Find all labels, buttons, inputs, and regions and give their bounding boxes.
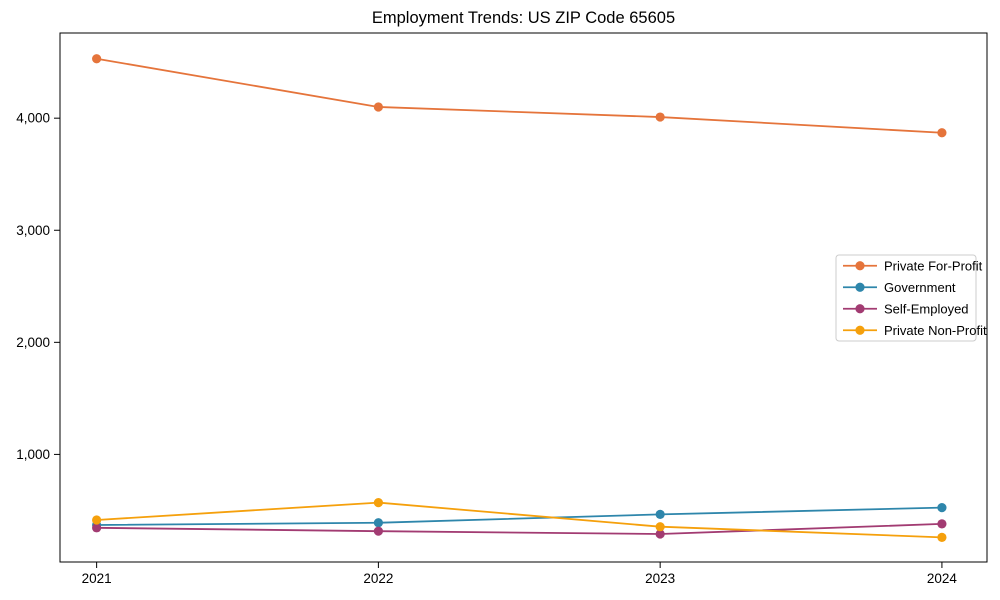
x-axis-tick-label: 2021 — [82, 571, 112, 586]
data-point-private-non-profit — [373, 497, 383, 508]
data-point-private-non-profit — [937, 532, 947, 542]
legend-label-government: Government — [884, 280, 956, 295]
data-point-private-for-profit — [655, 112, 665, 122]
x-axis-tick-label: 2024 — [927, 571, 958, 586]
data-point-self-employed — [92, 523, 102, 533]
series-line-private-for-profit — [96, 57, 942, 134]
series-line-government — [96, 506, 942, 526]
data-point-government — [373, 518, 383, 528]
legend-entry-self-employed: Self-Employed — [843, 301, 969, 316]
y-axis-tick-label: 1,000 — [16, 447, 50, 462]
data-point-private-non-profit — [655, 522, 665, 532]
x-axis-tick-label: 2023 — [645, 571, 675, 586]
y-axis-tick-label: 4,000 — [16, 111, 50, 126]
series-line-self-employed — [96, 522, 942, 535]
y-axis-tick-label: 2,000 — [16, 335, 50, 350]
legend-marker-private-for-profit — [855, 261, 865, 271]
data-point-government — [937, 503, 947, 513]
data-point-private-for-profit — [92, 54, 102, 64]
x-axis-tick-label: 2022 — [363, 571, 393, 586]
legend-marker-self-employed — [855, 304, 865, 314]
legend-marker-private-non-profit — [855, 325, 865, 335]
legend-label-private-non-profit: Private Non-Profit — [884, 323, 987, 338]
data-point-private-for-profit — [937, 128, 947, 138]
legend-box — [835, 254, 977, 342]
legend-entry-private-for-profit: Private For-Profit — [843, 258, 983, 273]
plot-border — [59, 32, 988, 563]
data-point-government — [655, 509, 665, 519]
data-point-self-employed — [373, 526, 383, 536]
chart-title: Employment Trends: US ZIP Code 65605 — [371, 9, 676, 27]
data-point-self-employed — [655, 529, 665, 539]
legend-entry-private-non-profit: Private Non-Profit — [843, 323, 987, 338]
legend-marker-government — [855, 282, 865, 292]
data-point-private-for-profit — [373, 102, 383, 112]
legend-label-self-employed: Self-Employed — [884, 301, 969, 316]
legend-entry-government: Government — [843, 280, 956, 295]
legend-label-private-for-profit: Private For-Profit — [884, 258, 983, 273]
data-point-private-non-profit — [92, 515, 102, 525]
data-point-self-employed — [937, 519, 947, 529]
series-line-private-non-profit — [96, 501, 942, 539]
y-axis-tick-label: 3,000 — [16, 223, 50, 238]
